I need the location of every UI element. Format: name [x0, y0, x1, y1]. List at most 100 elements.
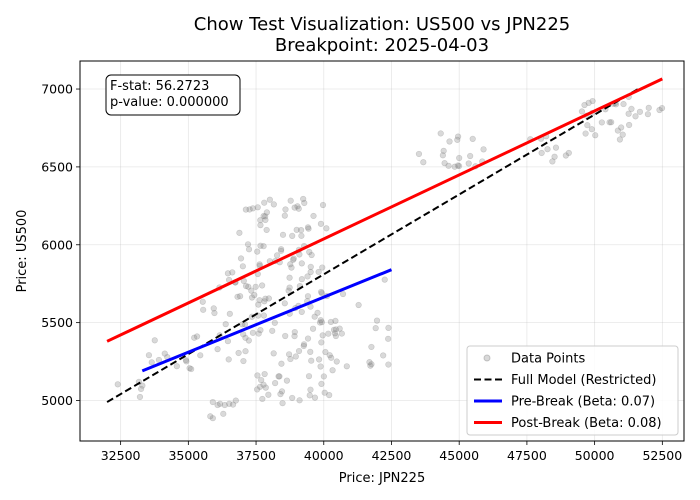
data-point [285, 351, 293, 358]
data-point [298, 260, 305, 267]
x-axis-ticks: 32500 35000 37500 40000 42500 45000 47500 50000… [101, 441, 682, 463]
data-point [210, 305, 217, 312]
data-point [373, 317, 381, 324]
data-point [277, 390, 284, 398]
data-point [306, 392, 313, 399]
data-point [308, 251, 315, 259]
data-point [270, 201, 277, 208]
data-point [290, 256, 297, 263]
data-point [251, 291, 258, 299]
data-point [616, 136, 624, 143]
data-point [240, 331, 247, 338]
data-point [319, 264, 326, 271]
data-point [656, 106, 663, 114]
data-point [551, 153, 558, 160]
data-point [262, 384, 269, 391]
data-point [304, 335, 312, 342]
stats-box-frame [105, 74, 241, 116]
data-point [234, 293, 241, 300]
data-point [265, 391, 272, 398]
grid-lines [80, 61, 684, 441]
data-point [173, 363, 180, 370]
data-point [236, 293, 244, 300]
data-point [454, 162, 461, 169]
data-point [592, 132, 599, 139]
data-point [380, 352, 387, 359]
data-point [257, 217, 264, 224]
data-point [291, 328, 298, 336]
data-point [240, 357, 247, 365]
legend-label: Data Points [511, 352, 585, 367]
data-point [325, 330, 332, 337]
data-point [262, 295, 269, 302]
data-point [608, 119, 615, 126]
data-point [197, 352, 204, 359]
data-point [581, 101, 588, 109]
data-point [229, 401, 237, 408]
data-point [538, 149, 545, 157]
data-point [618, 124, 625, 131]
data-point [445, 162, 452, 169]
data-point [339, 290, 347, 298]
x-tick-label: 42500 [372, 448, 412, 463]
data-point [562, 152, 569, 159]
data-point [465, 160, 472, 167]
data-point [226, 400, 233, 407]
y-axis-label: Price: US500 [15, 210, 30, 293]
data-point [301, 199, 308, 207]
data-point [236, 229, 243, 236]
data-point [265, 295, 272, 302]
data-point [294, 203, 301, 210]
data-point [480, 146, 487, 153]
data-point [332, 317, 339, 325]
data-point [275, 373, 282, 380]
data-point [295, 347, 303, 355]
data-point [249, 205, 256, 212]
series-line [106, 86, 642, 403]
y-tick-label: 7000 [41, 82, 73, 97]
data-point [549, 158, 556, 165]
data-point [259, 395, 266, 403]
data-point [455, 133, 462, 140]
data-point [245, 246, 253, 253]
data-point [182, 356, 189, 364]
data-point [221, 401, 228, 409]
chart-title: Chow Test Visualization: US500 vs JPN225… [194, 14, 571, 56]
data-point [291, 204, 298, 211]
data-point [200, 306, 207, 313]
data-point [420, 159, 427, 166]
data-point [319, 201, 327, 209]
data-point [259, 282, 266, 289]
data-point [304, 273, 311, 280]
data-point [326, 352, 333, 359]
regression-lines [106, 77, 663, 403]
x-tick-label: 45000 [439, 448, 479, 463]
data-point [318, 319, 325, 326]
data-point [307, 348, 314, 355]
data-point [136, 393, 144, 401]
data-point [636, 108, 644, 115]
data-point [286, 284, 293, 291]
data-point [232, 397, 239, 404]
data-point [469, 135, 476, 143]
data-point [282, 332, 289, 340]
data-point [318, 380, 325, 387]
data-point [244, 241, 252, 248]
y-tick-label: 6500 [41, 159, 73, 174]
data-point [456, 154, 463, 162]
chart-title-line: Chow Test Visualization: US500 vs JPN225 [194, 14, 571, 35]
data-point [248, 294, 256, 301]
data-point [260, 243, 267, 250]
data-point [314, 309, 321, 316]
data-point [300, 341, 308, 348]
data-point [316, 319, 324, 326]
data-point [368, 361, 375, 368]
data-point [298, 232, 305, 239]
data-point [333, 358, 340, 365]
chart-title-line: Breakpoint: 2025-04-03 [275, 35, 489, 56]
plot-frame [79, 60, 685, 442]
data-point [242, 282, 250, 290]
data-point [318, 288, 325, 296]
data-point [307, 386, 314, 393]
data-point [645, 104, 652, 111]
